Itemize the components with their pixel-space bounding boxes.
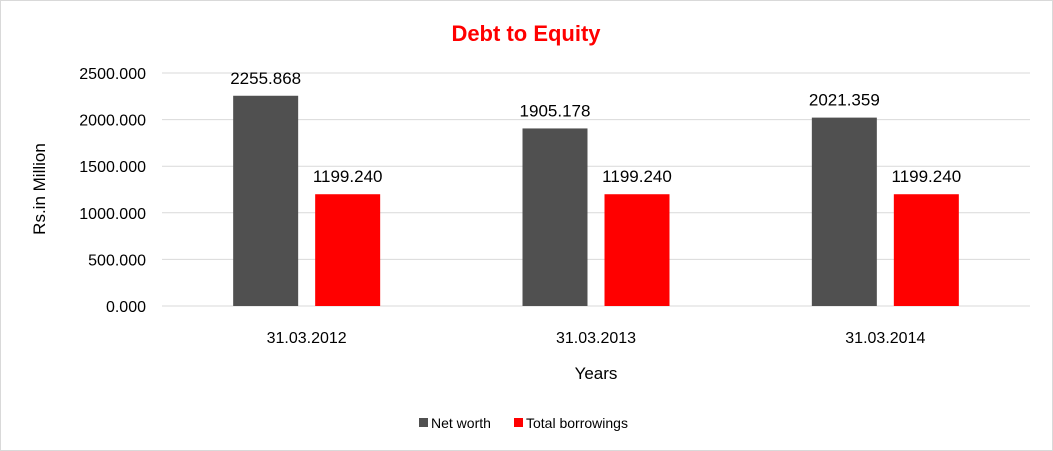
bar-net-worth <box>811 117 877 306</box>
y-tick-label: 1000.000 <box>79 206 146 223</box>
legend: Net worth Total borrowings <box>419 415 628 431</box>
y-tick-labels: 0.000 500.000 1000.000 1500.000 2000.000 2500… <box>79 66 146 316</box>
y-axis-title: Rs.in Million <box>30 143 49 235</box>
y-tick-label: 2500.000 <box>79 66 146 83</box>
legend-swatch <box>514 418 523 427</box>
data-label: 2021.359 <box>809 91 880 110</box>
bar-net-worth <box>233 95 299 306</box>
legend-label: Total borrowings <box>526 415 628 431</box>
data-labels: 2255.868 1199.240 1905.178 1199.240 2021.359… <box>230 69 961 186</box>
data-label: 1199.240 <box>602 167 672 186</box>
bars <box>233 95 959 306</box>
y-tick-label: 1500.000 <box>79 159 146 176</box>
x-tick-label: 31.03.2013 <box>556 330 636 347</box>
x-tick-label: 31.03.2012 <box>267 330 347 347</box>
bar-total-borrowings <box>315 194 381 306</box>
gridlines <box>162 72 1030 307</box>
bar-total-borrowings <box>604 194 670 306</box>
bar-total-borrowings <box>893 194 959 306</box>
x-tick-labels: 31.03.2012 31.03.2013 31.03.2014 <box>267 330 926 347</box>
legend-swatch <box>419 418 428 427</box>
y-tick-label: 2000.000 <box>79 113 146 130</box>
data-label: 2255.868 <box>230 69 301 88</box>
x-axis-title: Years <box>575 364 618 383</box>
data-label: 1199.240 <box>892 167 962 186</box>
y-tick-label: 0.000 <box>106 299 146 316</box>
legend-item-net-worth: Net worth <box>419 415 491 431</box>
chart-title: Debt to Equity <box>451 21 601 46</box>
legend-item-total-borrowings: Total borrowings <box>514 415 628 431</box>
legend-label: Net worth <box>431 415 491 431</box>
bar-net-worth <box>522 128 588 306</box>
data-label: 1199.240 <box>313 167 383 186</box>
x-tick-label: 31.03.2014 <box>845 330 925 347</box>
y-tick-label: 500.000 <box>88 252 146 269</box>
data-label: 1905.178 <box>520 101 591 120</box>
